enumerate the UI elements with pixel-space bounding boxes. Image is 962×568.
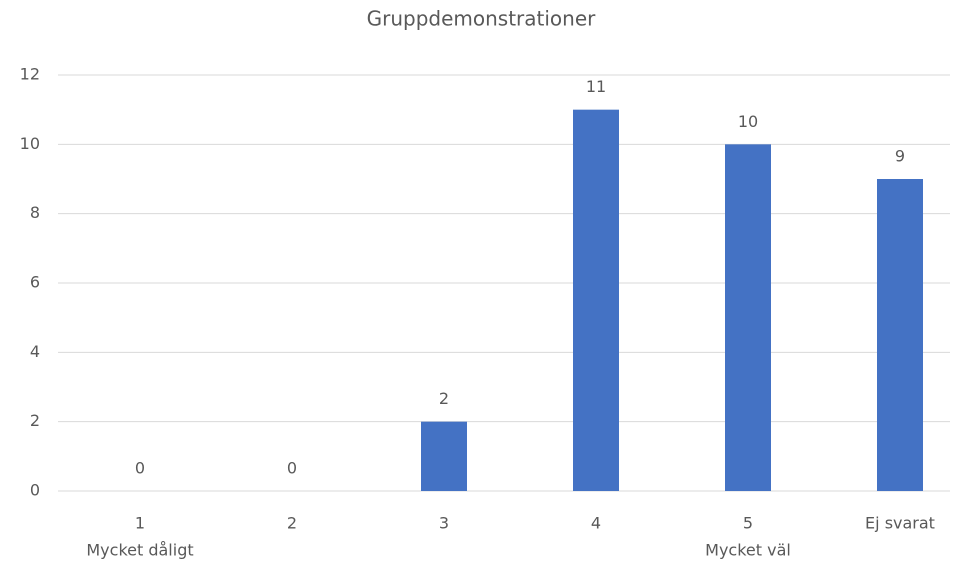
x-tick-sublabel: Mycket väl (705, 541, 791, 560)
x-tick-label: Ej svarat (865, 514, 935, 533)
chart-title: Gruppdemonstrationer (367, 7, 597, 31)
data-label: 9 (895, 147, 905, 166)
data-label: 0 (135, 459, 145, 478)
data-label: 0 (287, 459, 297, 478)
x-tick-label: 2 (287, 514, 297, 533)
x-tick-label: 1 (135, 514, 145, 533)
x-tick-sublabel: Mycket dåligt (86, 541, 193, 560)
data-label: 10 (738, 112, 758, 131)
bar (421, 421, 467, 491)
bar (573, 109, 619, 492)
x-tick-label: 3 (439, 514, 449, 533)
bar (725, 144, 771, 492)
y-tick-label: 6 (30, 273, 40, 292)
y-tick-label: 0 (30, 481, 40, 500)
data-label: 11 (586, 77, 606, 96)
y-tick-label: 10 (20, 134, 40, 153)
x-tick-label: 5 (743, 514, 753, 533)
y-tick-label: 4 (30, 342, 40, 361)
y-tick-label: 2 (30, 411, 40, 430)
y-tick-label: 12 (20, 65, 40, 84)
data-label: 2 (439, 389, 449, 408)
y-tick-label: 8 (30, 203, 40, 222)
x-tick-label: 4 (591, 514, 601, 533)
bar (877, 179, 923, 491)
